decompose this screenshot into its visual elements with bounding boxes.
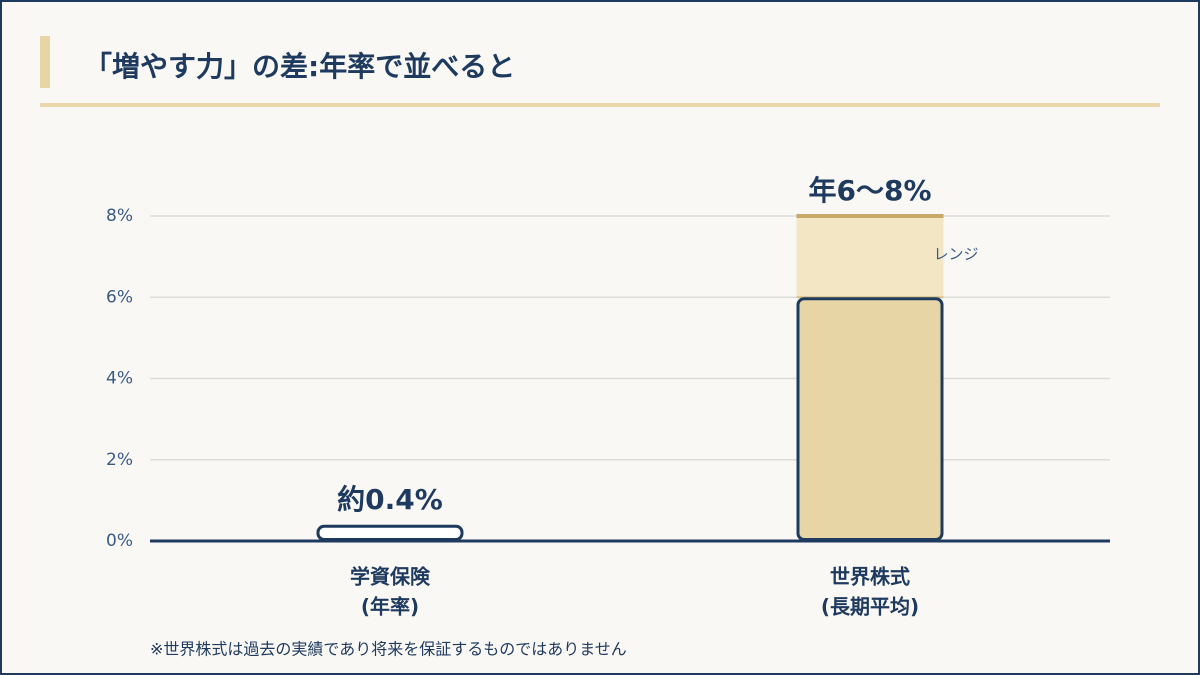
title-rule <box>40 103 1160 107</box>
value-label: 約0.4% <box>337 483 443 516</box>
y-tick-label: 4% <box>106 369 133 389</box>
x-tick-label: (年率) <box>361 595 419 619</box>
y-tick-label: 6% <box>106 287 133 307</box>
chart-title: 「増やす力」の差:年率で並べると <box>84 50 515 83</box>
title-accent <box>40 36 50 88</box>
range-bar <box>796 216 944 298</box>
x-tick-label: (長期平均) <box>821 595 919 619</box>
y-tick-label: 8% <box>106 206 133 226</box>
x-tick-label: 学資保険 <box>350 565 431 589</box>
y-tick-label: 0% <box>106 531 133 551</box>
y-tick-label: 2% <box>106 450 133 470</box>
bar <box>796 297 944 541</box>
bar <box>316 524 464 541</box>
value-label: 年6〜8% <box>808 174 931 207</box>
x-tick-label: 世界株式 <box>830 565 910 589</box>
footnote: ※世界株式は過去の実績であり将来を保証するものではありません <box>150 640 627 659</box>
range-label: レンジ <box>934 245 979 263</box>
